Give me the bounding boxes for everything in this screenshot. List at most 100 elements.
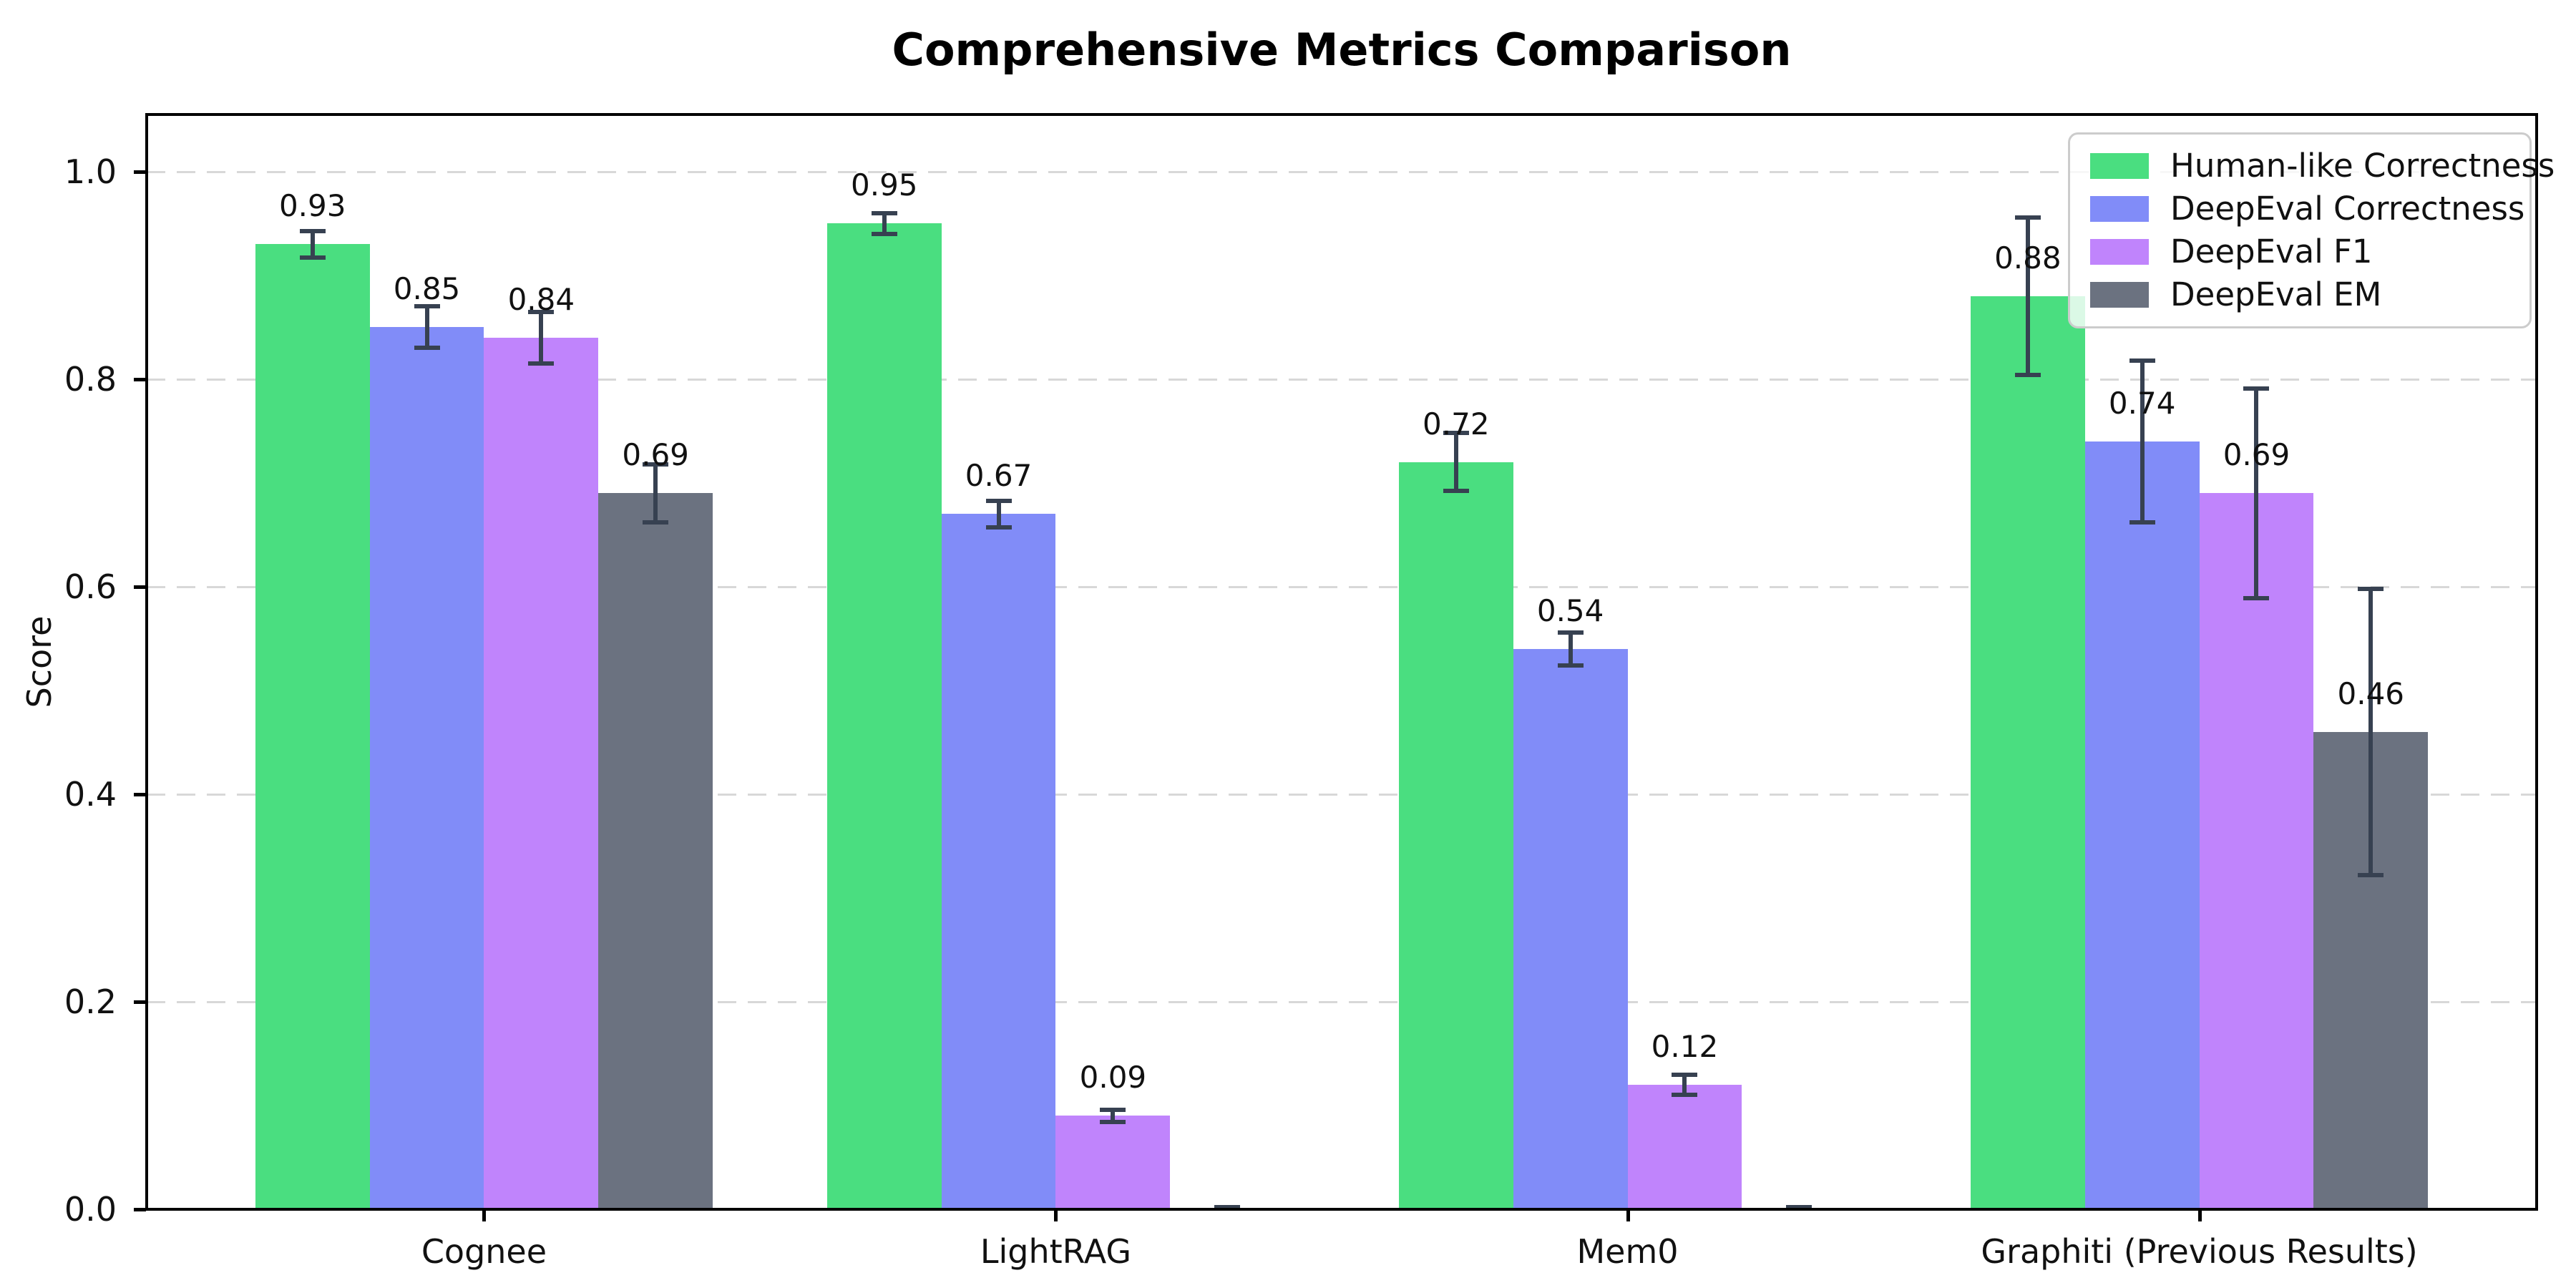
error-bar-cap-top <box>985 498 1012 503</box>
error-bar-cap-bottom <box>985 525 1012 530</box>
bar-value-label: 0.69 <box>2223 437 2290 473</box>
error-bar-cap-bottom <box>1214 1205 1241 1209</box>
bar-value-label: 0.54 <box>1536 592 1604 628</box>
error-bar-cap-bottom <box>643 519 669 525</box>
error-bar-cap-top <box>1443 431 1469 436</box>
y-tick-mark <box>134 585 146 589</box>
error-bar-line <box>2025 215 2030 377</box>
y-tick-mark <box>134 792 146 796</box>
error-bar-cap-bottom <box>1672 1093 1698 1098</box>
error-bar-cap-top <box>414 304 440 309</box>
bar-value-label: 0.12 <box>1651 1028 1719 1064</box>
plot-area: 0.93 0.95 0.72 0.88 0.85 0.67 0.54 0.74 0.84 0.09… <box>147 114 2537 1210</box>
error-bar-cap-bottom <box>871 231 897 236</box>
legend-label: DeepEval Correctness <box>2170 190 2525 228</box>
x-tick-label: Mem0 <box>1576 1232 1679 1271</box>
bar <box>598 493 713 1209</box>
error-bar-cap-top <box>1672 1072 1698 1077</box>
bottom-spine <box>145 1208 2538 1211</box>
chart-title: Comprehensive Metrics Comparison <box>892 24 1792 76</box>
error-bar-line <box>2140 358 2145 525</box>
error-bar-cap-bottom <box>299 255 326 260</box>
bar-value-label: 0.69 <box>622 437 689 473</box>
y-tick-label: 0.2 <box>64 982 117 1021</box>
gridline <box>147 170 2537 173</box>
error-bar-line <box>2254 386 2259 600</box>
bar <box>1513 648 1628 1209</box>
x-tick-label: LightRAG <box>980 1232 1132 1271</box>
right-spine <box>2535 113 2538 1211</box>
error-bar-cap-top <box>643 462 669 467</box>
y-tick-label: 0.8 <box>64 359 117 399</box>
y-tick-label: 0.4 <box>64 774 117 814</box>
x-tick-label: Graphiti (Previous Results) <box>1981 1232 2418 1271</box>
bar <box>941 514 1056 1209</box>
bar <box>1055 1116 1171 1209</box>
bar-value-label: 0.72 <box>1423 406 1490 441</box>
error-bar-cap-top <box>2014 215 2041 220</box>
error-bar-cap-bottom <box>1443 489 1469 494</box>
legend-label: Human-like Correctness <box>2170 147 2555 185</box>
legend-swatch <box>2090 239 2149 265</box>
bar-value-label: 0.09 <box>1079 1060 1147 1096</box>
bar-value-label: 0.74 <box>2108 385 2176 421</box>
error-bar-line <box>310 228 315 260</box>
bar-value-label: 0.46 <box>2337 675 2405 711</box>
x-tick-label: Cognee <box>421 1232 547 1271</box>
legend: Human-like Correctness DeepEval Correctne… <box>2068 132 2555 328</box>
bar <box>826 223 942 1209</box>
legend-swatch <box>2090 196 2149 222</box>
left-spine <box>145 113 148 1211</box>
error-bar-cap-top <box>299 228 326 233</box>
error-bar-line <box>882 210 887 236</box>
error-bar-line <box>996 498 1001 530</box>
legend-swatch <box>2090 282 2149 308</box>
error-bar-cap-top <box>871 210 897 215</box>
error-bar-cap-bottom <box>2129 519 2155 525</box>
y-tick-mark <box>134 170 146 174</box>
gridline <box>147 378 2537 381</box>
error-bar-cap-top <box>528 309 555 314</box>
error-bar-line <box>424 304 429 351</box>
bar <box>255 244 370 1209</box>
bar <box>1627 1084 1742 1209</box>
error-bar-cap-bottom <box>2243 595 2270 600</box>
bar <box>2084 441 2200 1209</box>
y-tick-mark <box>134 1208 146 1211</box>
bar-value-label: 0.85 <box>393 271 461 307</box>
error-bar-cap-bottom <box>414 346 440 351</box>
y-tick-label: 0.6 <box>64 567 117 606</box>
error-bar-line <box>1111 1107 1116 1125</box>
bar <box>369 327 484 1209</box>
error-bar-cap-bottom <box>1100 1120 1126 1125</box>
bar-value-label: 0.88 <box>1994 240 2062 275</box>
x-tick-mark <box>1054 1209 1058 1221</box>
legend-item: DeepEval EM <box>2090 276 2509 313</box>
error-bar-line <box>2368 586 2373 877</box>
error-bar-line <box>1682 1072 1687 1098</box>
error-bar-cap-bottom <box>2358 872 2384 877</box>
error-bar-line <box>1453 431 1458 494</box>
legend-item: Human-like Correctness <box>2090 147 2555 185</box>
bar-value-label: 0.84 <box>507 281 575 317</box>
y-tick-label: 1.0 <box>64 152 117 191</box>
bar-value-label: 0.67 <box>965 458 1033 494</box>
error-bar-cap-bottom <box>2014 372 2041 377</box>
error-bar-cap-top <box>2243 386 2270 391</box>
error-bar-cap-bottom <box>1786 1205 1813 1209</box>
bar <box>1398 462 1513 1209</box>
x-tick-mark <box>482 1209 487 1221</box>
error-bar-line <box>539 309 544 366</box>
error-bar-cap-bottom <box>528 361 555 366</box>
y-tick-label: 0.0 <box>64 1190 117 1229</box>
error-bar-cap-top <box>2358 586 2384 591</box>
x-tick-mark <box>1626 1209 1630 1221</box>
y-axis-label: Score <box>20 615 59 708</box>
x-tick-mark <box>2197 1209 2202 1221</box>
gridline <box>147 793 2537 796</box>
bar-value-label: 0.93 <box>278 188 346 224</box>
error-bar-cap-bottom <box>1557 663 1584 668</box>
y-tick-mark <box>134 1000 146 1004</box>
bar <box>2199 493 2314 1209</box>
error-bar-cap-top <box>1557 630 1584 635</box>
